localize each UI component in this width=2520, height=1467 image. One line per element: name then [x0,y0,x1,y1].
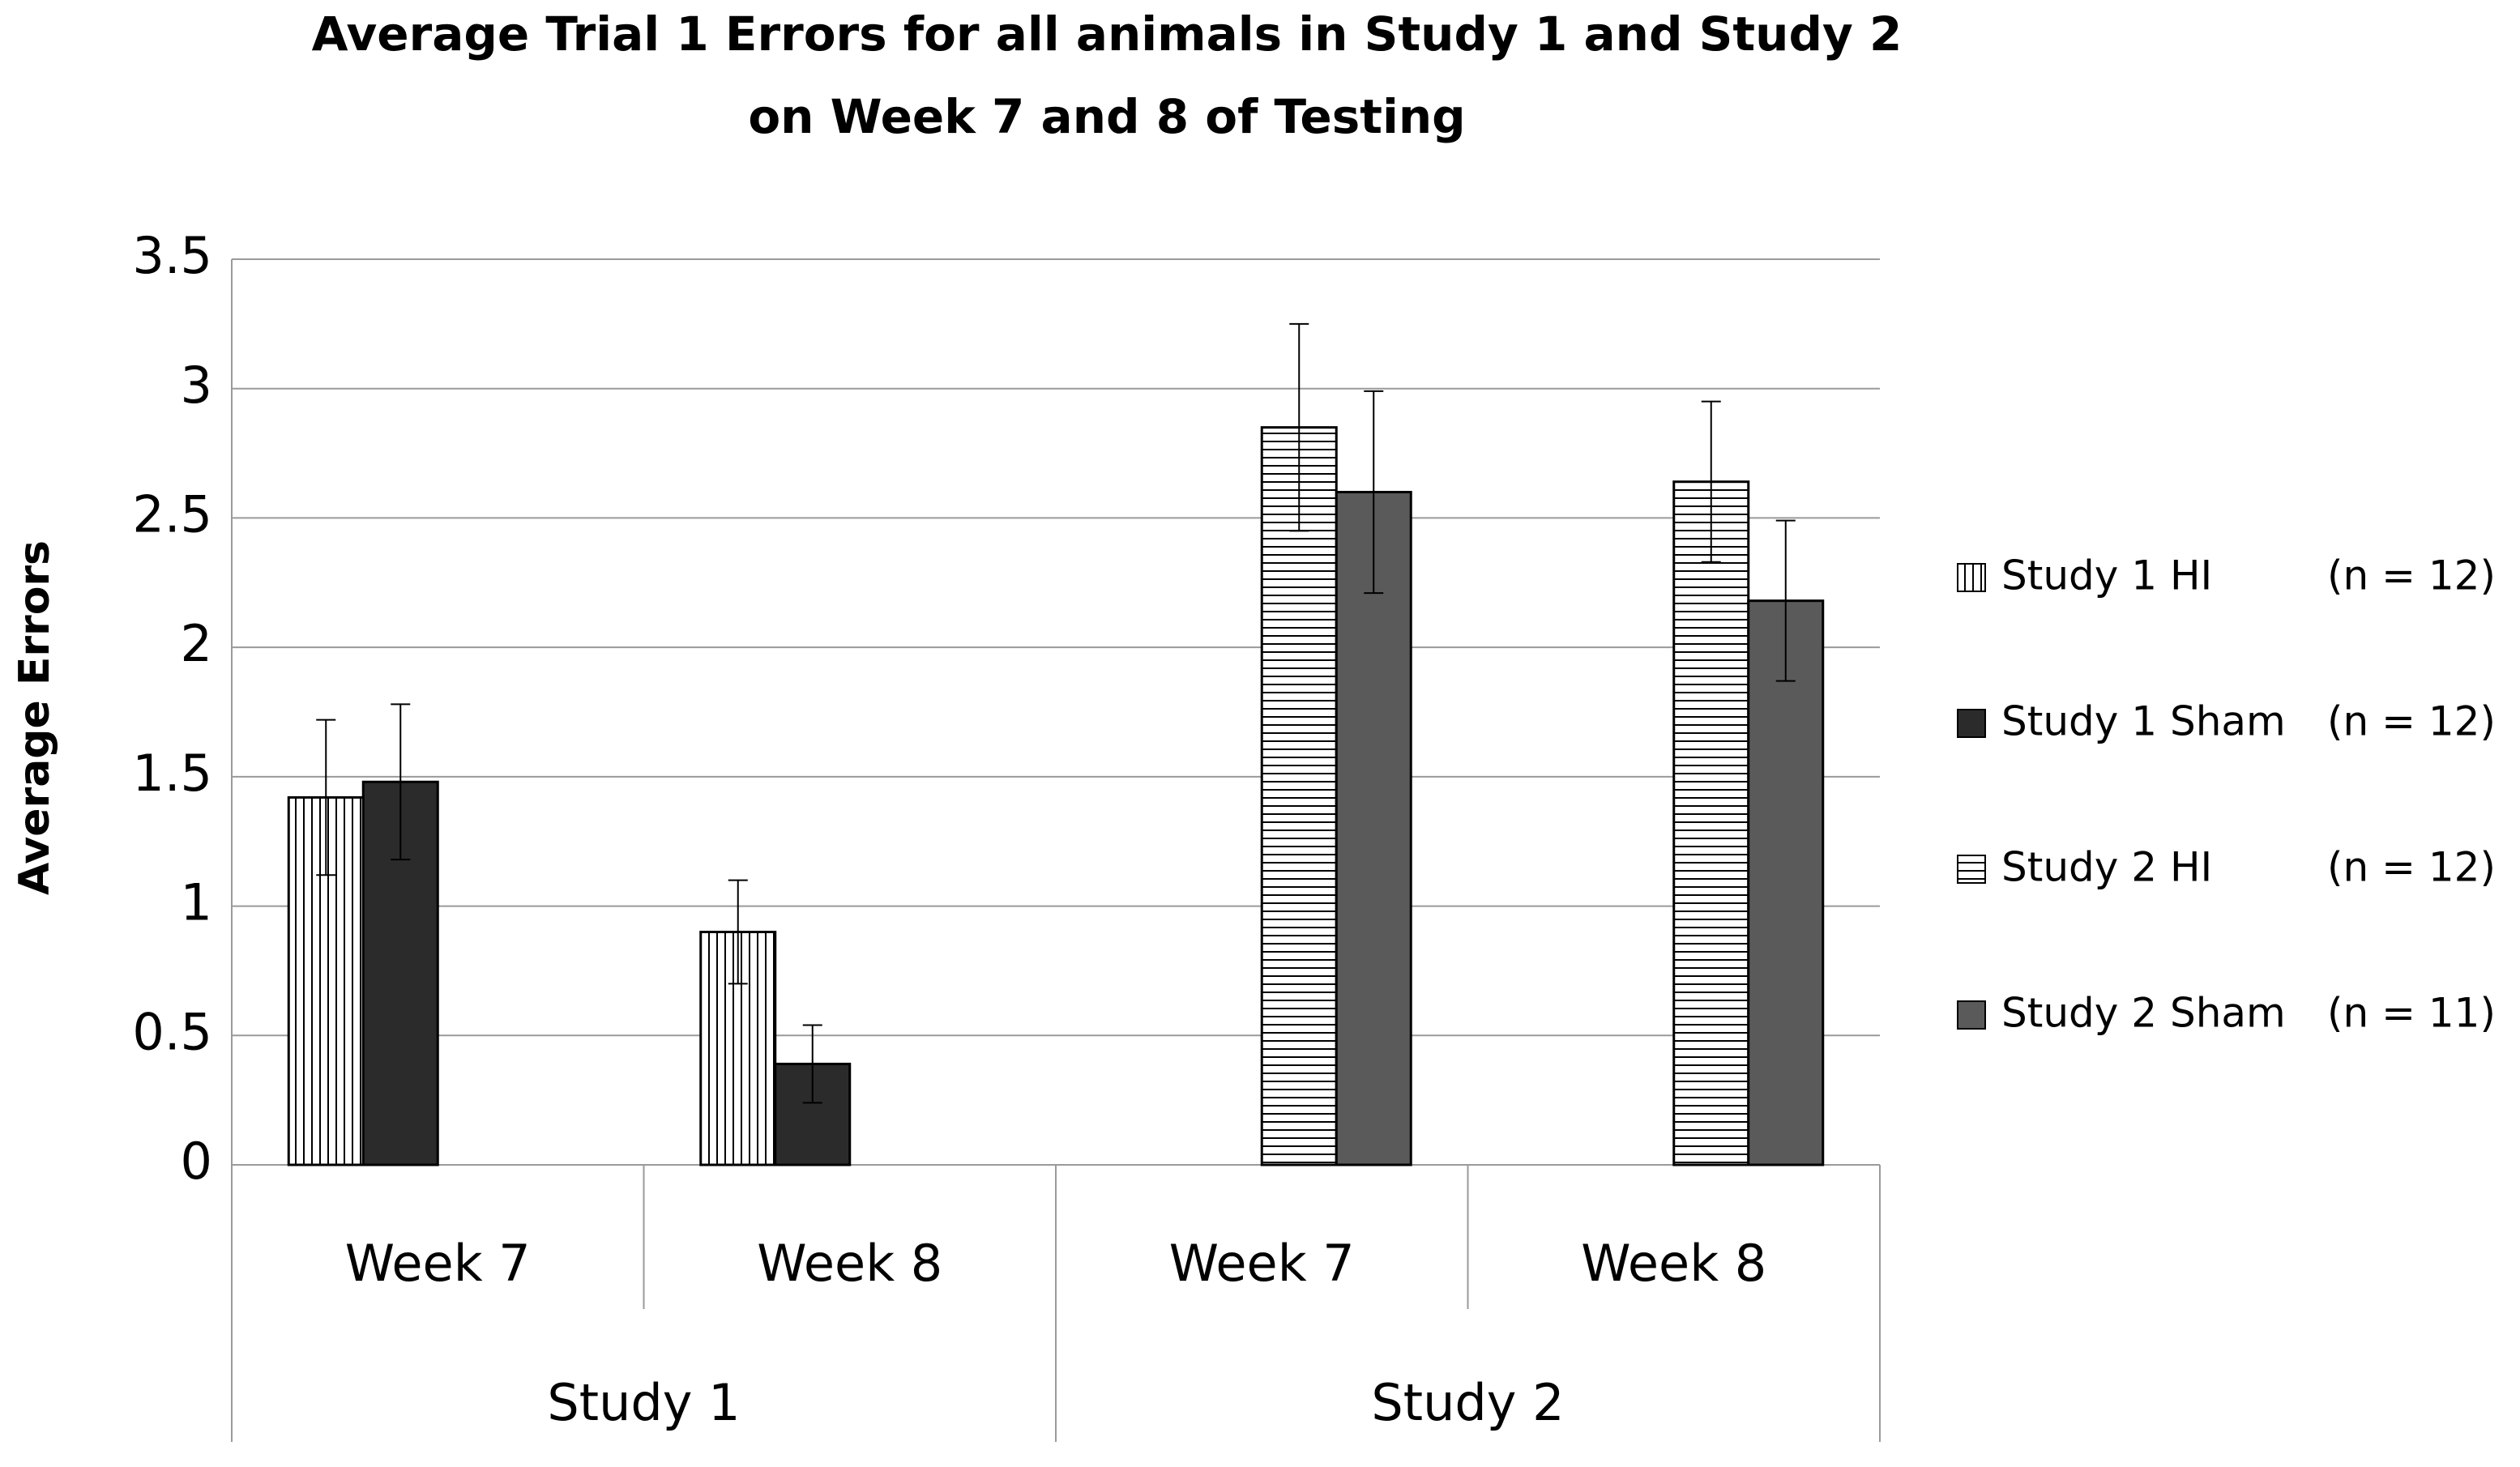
bar [1672,480,1750,1166]
legend-label: Study 2 Sham [2001,990,2286,1037]
legend-note: (n = 12) [2327,844,2496,891]
bar [699,931,777,1166]
legend-note: (n = 12) [2327,552,2496,599]
legend-label: Study 1 HI [2001,552,2212,599]
group-label: Study 1 [547,1373,740,1432]
group-label: Study 2 [1371,1373,1564,1432]
y-axis-label: Average Errors [11,540,59,895]
y-tick-label: 3.5 [132,226,212,285]
legend-swatch [1957,563,1986,592]
x-tick-label: Week 7 [1169,1234,1355,1293]
y-tick-label: 1 [181,873,212,932]
y-tick-label: 3 [181,356,212,415]
bar [1260,426,1338,1166]
legend-note: (n = 11) [2327,990,2496,1037]
chart-title: Average Trial 1 Errors for all animals i… [312,6,1903,62]
x-tick-label: Week 8 [757,1234,942,1293]
legend-swatch [1957,855,1986,884]
legend-swatch [1957,709,1986,738]
y-tick-label: 0 [181,1132,212,1191]
chart-title: on Week 7 and 8 of Testing [748,89,1465,144]
y-tick-label: 1.5 [132,744,212,803]
x-tick-label: Week 7 [345,1234,531,1293]
legend-note: (n = 12) [2327,698,2496,745]
y-tick-label: 2.5 [132,485,212,544]
y-tick-label: 0.5 [132,1002,212,1061]
bar [1747,599,1825,1166]
legend-swatch [1957,1000,1986,1030]
legend-label: Study 1 Sham [2001,698,2286,745]
y-tick-label: 2 [181,614,212,673]
legend-label: Study 2 HI [2001,844,2212,891]
x-tick-label: Week 8 [1581,1234,1766,1293]
bar [1335,490,1412,1166]
